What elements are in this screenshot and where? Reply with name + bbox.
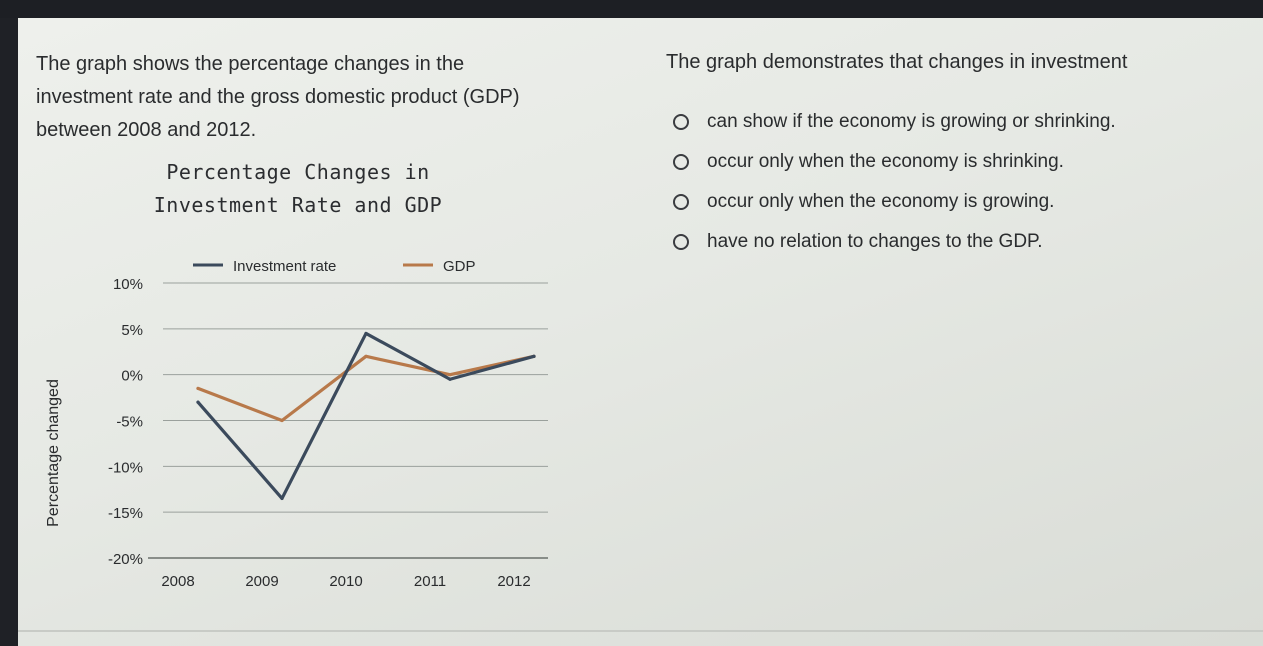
y-tick-label: -20% [108, 551, 143, 568]
prompt-line-3: between 2008 and 2012. [36, 119, 257, 141]
legend-label: GDP [443, 258, 476, 275]
answer-option-3[interactable]: occur only when the economy is growing. [673, 182, 1253, 222]
line-chart: 10% 5% 0% -5% -10% -15% -20% 2008 2009 2010 2011 20… [45, 258, 548, 590]
investment-rate-point [532, 354, 536, 358]
answer-option-label: occur only when the economy is growing. [707, 191, 1055, 212]
gdp-point [280, 418, 284, 423]
y-tick-label: -10% [108, 459, 143, 476]
prompt-line-1: The graph shows the percentage changes i… [36, 53, 465, 75]
chart-title-line-1: Percentage Changes in [166, 160, 430, 184]
investment-rate-point [196, 400, 200, 404]
y-tick-label: -5% [116, 414, 143, 431]
gdp-point [196, 386, 200, 391]
screen-bezel [0, 0, 1263, 18]
answer-option-4[interactable]: have no relation to changes to the GDP. [673, 222, 1253, 262]
x-tick-label: 2012 [497, 573, 530, 590]
y-tick-label: 5% [121, 322, 143, 339]
investment-rate-point [364, 331, 368, 336]
gdp-point [448, 373, 452, 377]
answer-option-label: have no relation to changes to the GDP. [707, 231, 1043, 252]
x-tick-label: 2010 [329, 573, 362, 590]
investment-rate-point [280, 496, 284, 501]
x-tick-label: 2008 [161, 573, 194, 590]
radio-button-icon[interactable] [673, 114, 689, 130]
chart-title-line-2: Investment Rate and GDP [153, 193, 443, 217]
question-stem: The graph demonstrates that changes in i… [666, 51, 1128, 73]
prompt-line-2: investment rate and the gross domestic p… [36, 86, 520, 108]
y-axis-label: Percentage changed [45, 379, 62, 527]
gdp-line [196, 354, 536, 423]
x-tick-label: 2009 [245, 573, 278, 590]
investment-rate-point [448, 377, 452, 381]
answer-option-1[interactable]: can show if the economy is growing or sh… [673, 102, 1253, 142]
y-tick-label: -15% [108, 505, 143, 522]
radio-button-icon[interactable] [673, 154, 689, 170]
question-page: The graph shows the percentage changes i… [18, 18, 1263, 646]
answer-option-2[interactable]: occur only when the economy is shrinking… [673, 142, 1253, 182]
radio-button-icon[interactable] [673, 234, 689, 250]
answer-option-label: occur only when the economy is shrinking… [707, 151, 1064, 172]
gdp-point [364, 354, 368, 358]
answer-option-label: can show if the economy is growing or sh… [707, 111, 1116, 132]
y-tick-label: 0% [121, 368, 143, 385]
y-tick-label: 10% [113, 276, 143, 293]
x-tick-label: 2011 [414, 573, 446, 590]
radio-button-icon[interactable] [673, 194, 689, 210]
answer-options: can show if the economy is growing or sh… [673, 102, 1253, 262]
chart-title: Percentage Changes in Investment Rate an… [108, 156, 488, 222]
divider [18, 630, 1263, 632]
legend-label: Investment rate [233, 258, 336, 275]
question-prompt: The graph shows the percentage changes i… [36, 48, 656, 147]
